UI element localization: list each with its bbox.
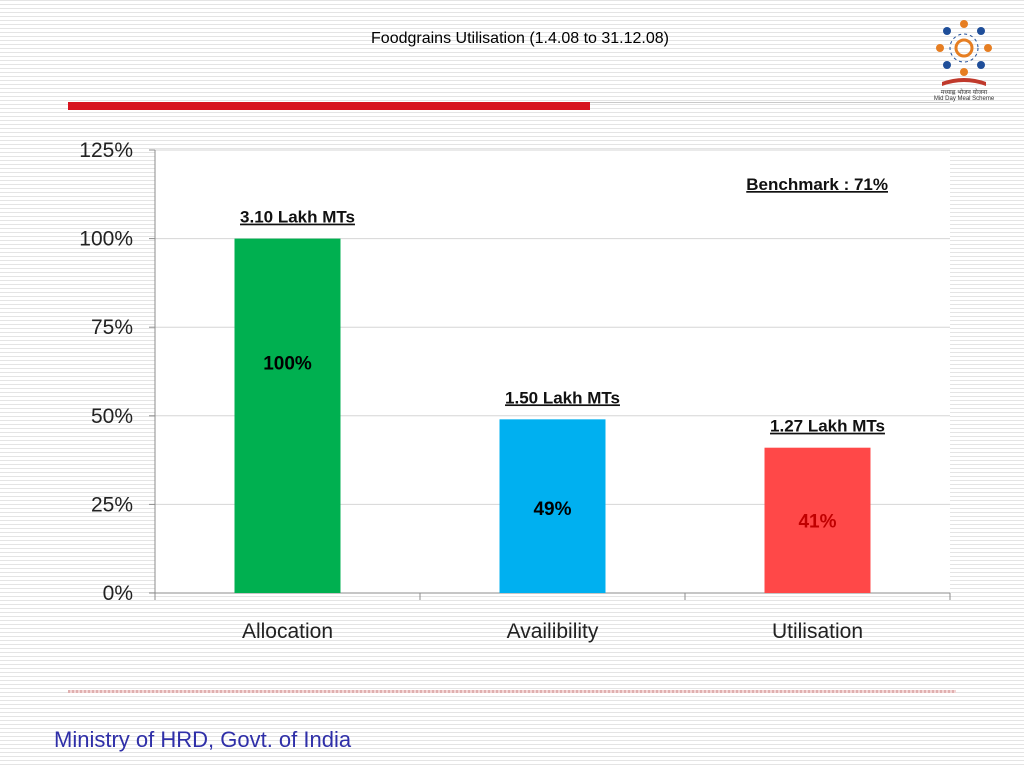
title-underline-gray	[590, 102, 950, 103]
y-tick-label: 50%	[91, 405, 133, 428]
bar-utilisation	[764, 447, 871, 593]
benchmark-label: Benchmark : 71%	[746, 175, 888, 194]
footer-divider	[68, 690, 956, 693]
title-subtitle: (1.4.08 to 31.12.08)	[529, 30, 669, 47]
bar-availibility	[499, 419, 606, 593]
bar-allocation	[234, 238, 341, 593]
logo-text-hindi: मध्याह्न भोजन योजना	[940, 89, 988, 96]
x-category-label: Availibility	[507, 620, 599, 643]
title-main: Foodgrains Utilisation	[371, 30, 525, 47]
bar-annotation: 1.27 Lakh MTs	[770, 417, 885, 436]
x-category-label: Utilisation	[772, 620, 863, 643]
y-tick-label: 125%	[79, 139, 133, 162]
y-tick-label: 75%	[91, 316, 133, 339]
title-underline-red	[68, 102, 590, 110]
slide-title: Foodgrains Utilisation (1.4.08 to 31.12.…	[210, 30, 830, 48]
x-category-label: Allocation	[242, 620, 333, 643]
y-tick-label: 25%	[91, 493, 133, 516]
data-label: 41%	[798, 512, 836, 533]
logo-text-english: Mid Day Meal Scheme	[933, 96, 995, 102]
y-tick-label: 100%	[79, 228, 133, 251]
mid-day-meal-logo	[936, 20, 992, 86]
logo-emblem-icon	[936, 20, 992, 86]
footer-text: Ministry of HRD, Govt. of India	[54, 727, 352, 752]
data-label: 49%	[533, 499, 571, 520]
data-label: 100%	[263, 354, 312, 375]
y-tick-label: 0%	[103, 582, 133, 605]
bar-annotation: 1.50 Lakh MTs	[505, 388, 620, 407]
bar-annotation: 3.10 Lakh MTs	[240, 208, 355, 227]
